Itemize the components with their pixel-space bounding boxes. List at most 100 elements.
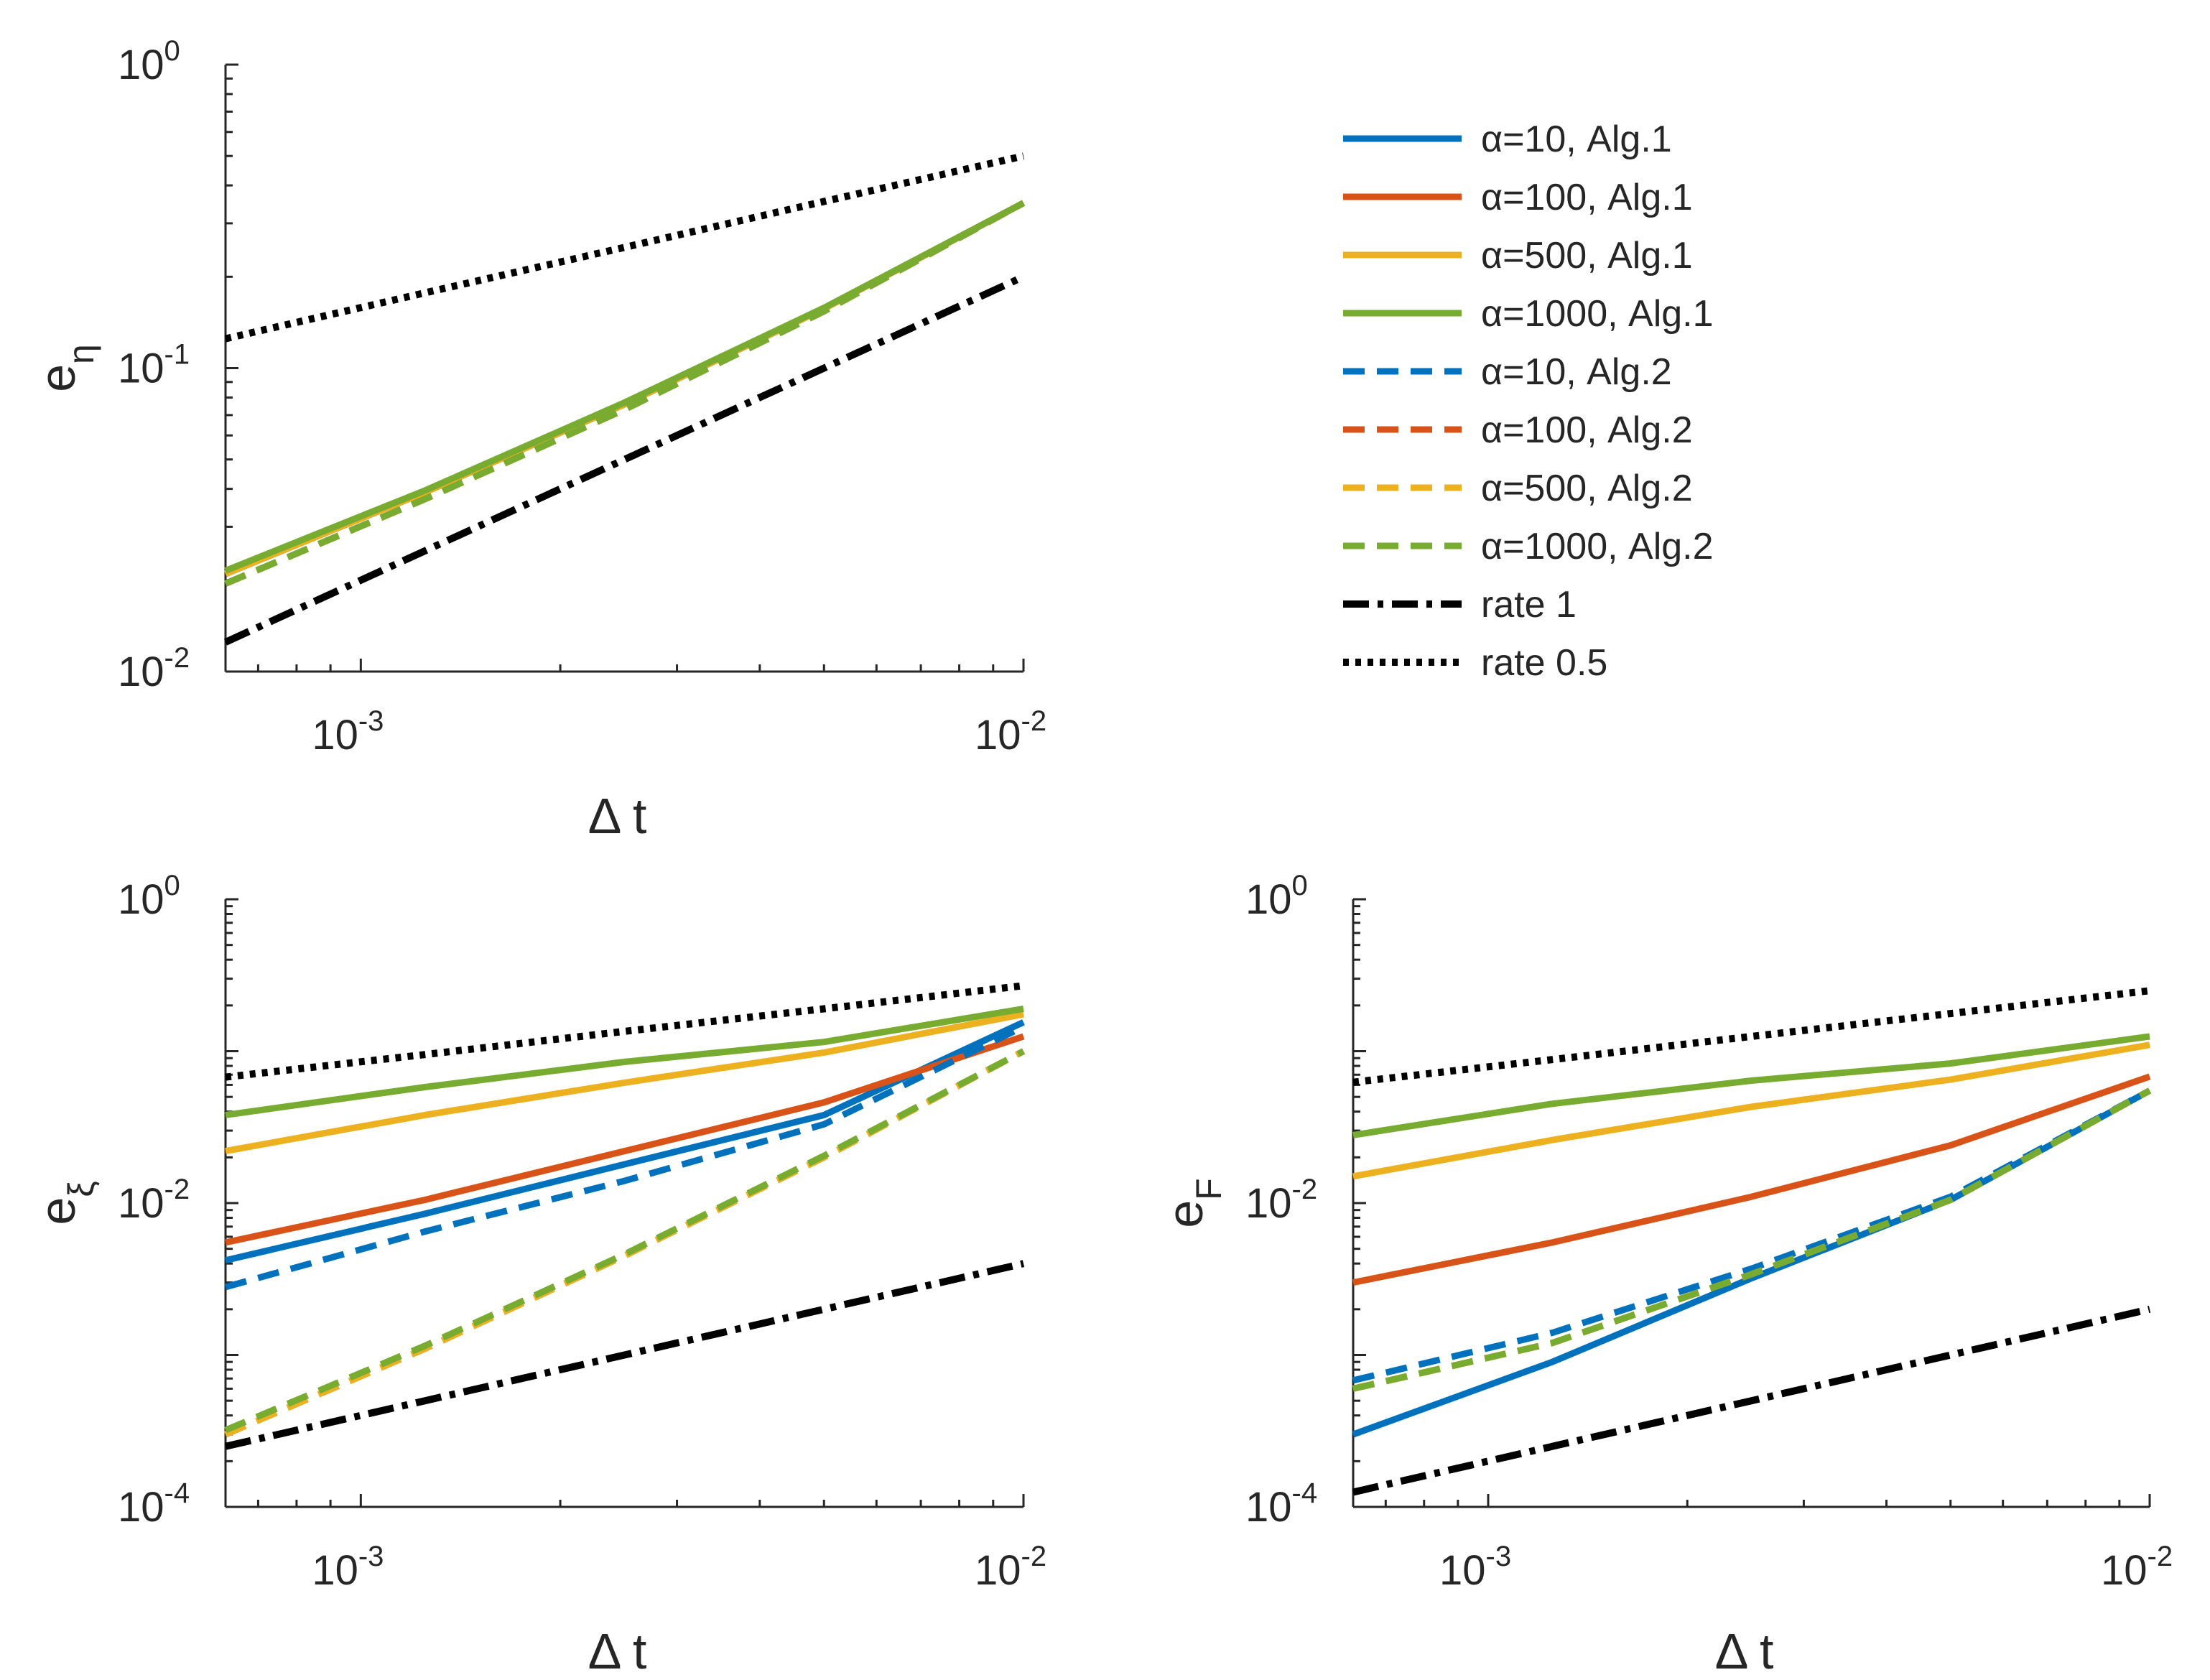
x-tick-label: 10-3 (312, 705, 384, 758)
y-tick-label: 100 (118, 870, 180, 923)
series-group (1352, 987, 2152, 1496)
series-line--100-alg-2 (224, 1048, 1026, 1438)
y-axis-label-subscript: F (1189, 1178, 1229, 1200)
y-tick-exponent: -4 (164, 1477, 190, 1509)
y-tick-label: 10-1 (118, 339, 190, 392)
x-tick-base: 10 (975, 1547, 1021, 1594)
y-axis-label: eη (29, 344, 101, 392)
y-axis-label: eF (1157, 1178, 1229, 1227)
y-tick-base: 10 (118, 345, 164, 392)
y-tick-label: 100 (118, 35, 180, 88)
x-axis-label: Δ t (588, 788, 647, 844)
legend-label: α=10, Alg.2 (1481, 351, 1672, 393)
x-tick-exponent: -2 (1021, 1541, 1047, 1572)
series-line--500-alg-1 (225, 1011, 1024, 1155)
x-tick-label: 10-3 (1439, 1541, 1511, 1594)
series-line--1000-alg-1 (225, 1006, 1024, 1118)
legend-item: rate 0.5 (1343, 642, 1607, 684)
series-line--500-alg-2 (224, 1048, 1026, 1438)
legend-label: α=500, Alg.2 (1481, 468, 1693, 509)
series-line--500-alg-2 (1352, 1087, 2152, 1392)
legend-item: α=10, Alg.2 (1343, 351, 1672, 393)
series-line-rate-1 (1352, 1305, 2151, 1496)
x-tick-base: 10 (312, 712, 358, 758)
legend-item: α=10, Alg.1 (1343, 119, 1672, 160)
y-tick-base: 10 (118, 649, 164, 695)
y-tick-base: 10 (118, 876, 164, 923)
series-line--100-alg-1 (224, 200, 1026, 577)
legend-label: rate 0.5 (1481, 642, 1607, 684)
series-group (224, 982, 1026, 1450)
x-tick-base: 10 (312, 1547, 358, 1594)
x-tick-base: 10 (1439, 1547, 1486, 1594)
series-line--500-alg-1 (1352, 1041, 2150, 1180)
y-tick-base: 10 (118, 1484, 164, 1531)
x-axis-label: Δ t (588, 1623, 647, 1679)
y-axis-label-base: e (29, 364, 85, 392)
y-tick-label: 10-4 (118, 1477, 190, 1531)
y-tick-exponent: -4 (1292, 1477, 1318, 1509)
legend-item: α=1000, Alg.1 (1343, 293, 1714, 335)
axis-ticks (1353, 898, 2151, 1508)
y-axis-label: eξ (29, 1181, 101, 1225)
y-tick-base: 10 (1245, 876, 1292, 923)
series-line--1000-alg-1 (1352, 1033, 2150, 1138)
x-tick-label: 10-2 (975, 1541, 1046, 1594)
series-group (223, 152, 1026, 646)
series-line--100-alg-1 (225, 1033, 1025, 1246)
legend-item: α=100, Alg.2 (1343, 409, 1693, 451)
y-axis-label-subscript: η (61, 344, 101, 364)
y-tick-label: 10-4 (1245, 1477, 1317, 1531)
series-line--100-alg-2 (1352, 1087, 2152, 1392)
series-line--10-alg-2 (1352, 1087, 2152, 1384)
series-line--500-alg-1 (224, 200, 1026, 577)
legend: α=10, Alg.1 α=100, Alg.1 α=500, Alg.1 α=100… (1343, 119, 1714, 684)
series-line-rate-0-5 (224, 152, 1025, 343)
series-line-rate-1 (224, 1260, 1025, 1450)
x-tick-exponent: -3 (358, 1541, 384, 1572)
y-tick-label: 10-2 (1245, 1174, 1317, 1227)
y-axis-label-base: e (1157, 1200, 1213, 1228)
x-tick-label: 10-3 (312, 1541, 384, 1594)
y-tick-exponent: -1 (164, 339, 190, 371)
series-line--10-alg-2 (224, 1024, 1025, 1291)
series-line--100-alg-1 (1352, 1073, 2151, 1286)
legend-item: α=100, Alg.1 (1343, 177, 1693, 218)
legend-item: α=1000, Alg.2 (1343, 526, 1714, 567)
legend-item: α=500, Alg.2 (1343, 468, 1693, 509)
x-tick-exponent: -2 (1021, 705, 1047, 737)
y-axis-label-base: e (29, 1197, 85, 1225)
legend-item: α=500, Alg.1 (1343, 235, 1693, 277)
x-tick-base: 10 (975, 712, 1021, 758)
y-tick-exponent: -2 (164, 642, 190, 674)
series-line--10-alg-1 (224, 1019, 1025, 1264)
axis-ticks (226, 898, 1025, 1508)
series-line--1000-alg-1 (224, 200, 1026, 574)
legend-label: α=100, Alg.2 (1481, 409, 1693, 451)
legend-item: rate 1 (1343, 584, 1577, 626)
y-axis-label-subscript: ξ (61, 1181, 101, 1197)
series-line--1000-alg-2 (224, 200, 1026, 587)
y-tick-base: 10 (118, 1180, 164, 1227)
x-tick-label: 10-2 (2101, 1541, 2173, 1594)
legend-label: rate 1 (1481, 584, 1577, 626)
y-tick-base: 10 (1245, 1180, 1292, 1227)
y-tick-base: 10 (1245, 1484, 1292, 1531)
series-line-rate-1 (223, 273, 1026, 646)
series-line--1000-alg-2 (1352, 1087, 2152, 1392)
x-tick-exponent: -2 (2148, 1541, 2173, 1572)
legend-label: α=10, Alg.1 (1481, 119, 1672, 160)
series-line--1000-alg-2 (224, 1048, 1026, 1434)
axis-ticks (226, 63, 1025, 673)
y-tick-exponent: 0 (1292, 870, 1308, 901)
x-tick-exponent: -3 (358, 705, 384, 737)
y-tick-label: 100 (1245, 870, 1308, 923)
legend-label: α=500, Alg.1 (1481, 235, 1693, 277)
y-tick-exponent: 0 (164, 870, 180, 901)
series-line--10-alg-1 (224, 200, 1026, 577)
y-tick-base: 10 (118, 42, 164, 88)
